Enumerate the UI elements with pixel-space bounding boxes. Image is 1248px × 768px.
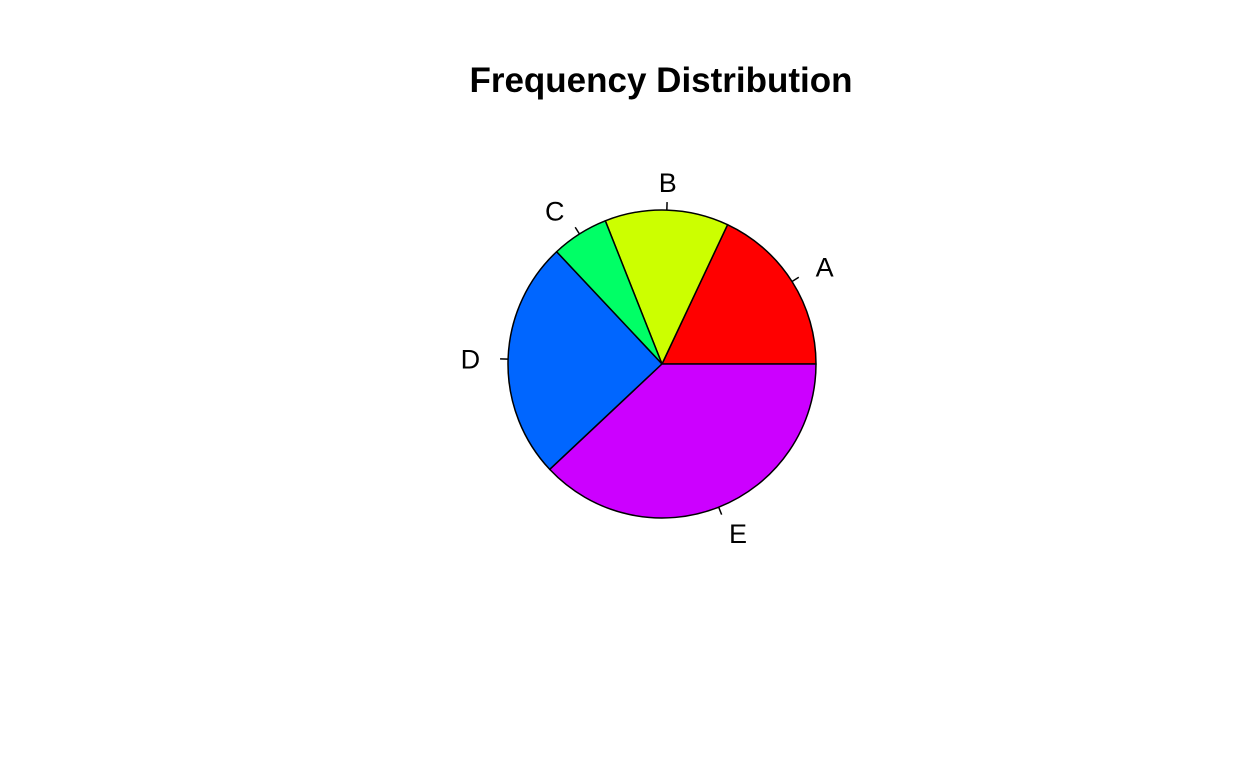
label-tick-a <box>791 276 800 283</box>
slice-label-e: E <box>729 519 747 549</box>
chart-title: Frequency Distribution <box>469 61 852 100</box>
slice-label-d: D <box>461 344 481 374</box>
slice-labels: A B C D E <box>461 168 834 549</box>
slice-label-a: A <box>816 252 834 282</box>
pie-slice-a <box>661 223 817 365</box>
slice-label-c: C <box>545 196 565 226</box>
slice-label-b: B <box>659 168 677 198</box>
label-ticks <box>500 202 800 515</box>
pie-slice-b <box>604 209 729 365</box>
label-tick-c <box>574 226 581 235</box>
label-tick-e <box>717 506 723 515</box>
pie-slices <box>507 209 817 519</box>
pie-slice-e <box>548 363 817 519</box>
